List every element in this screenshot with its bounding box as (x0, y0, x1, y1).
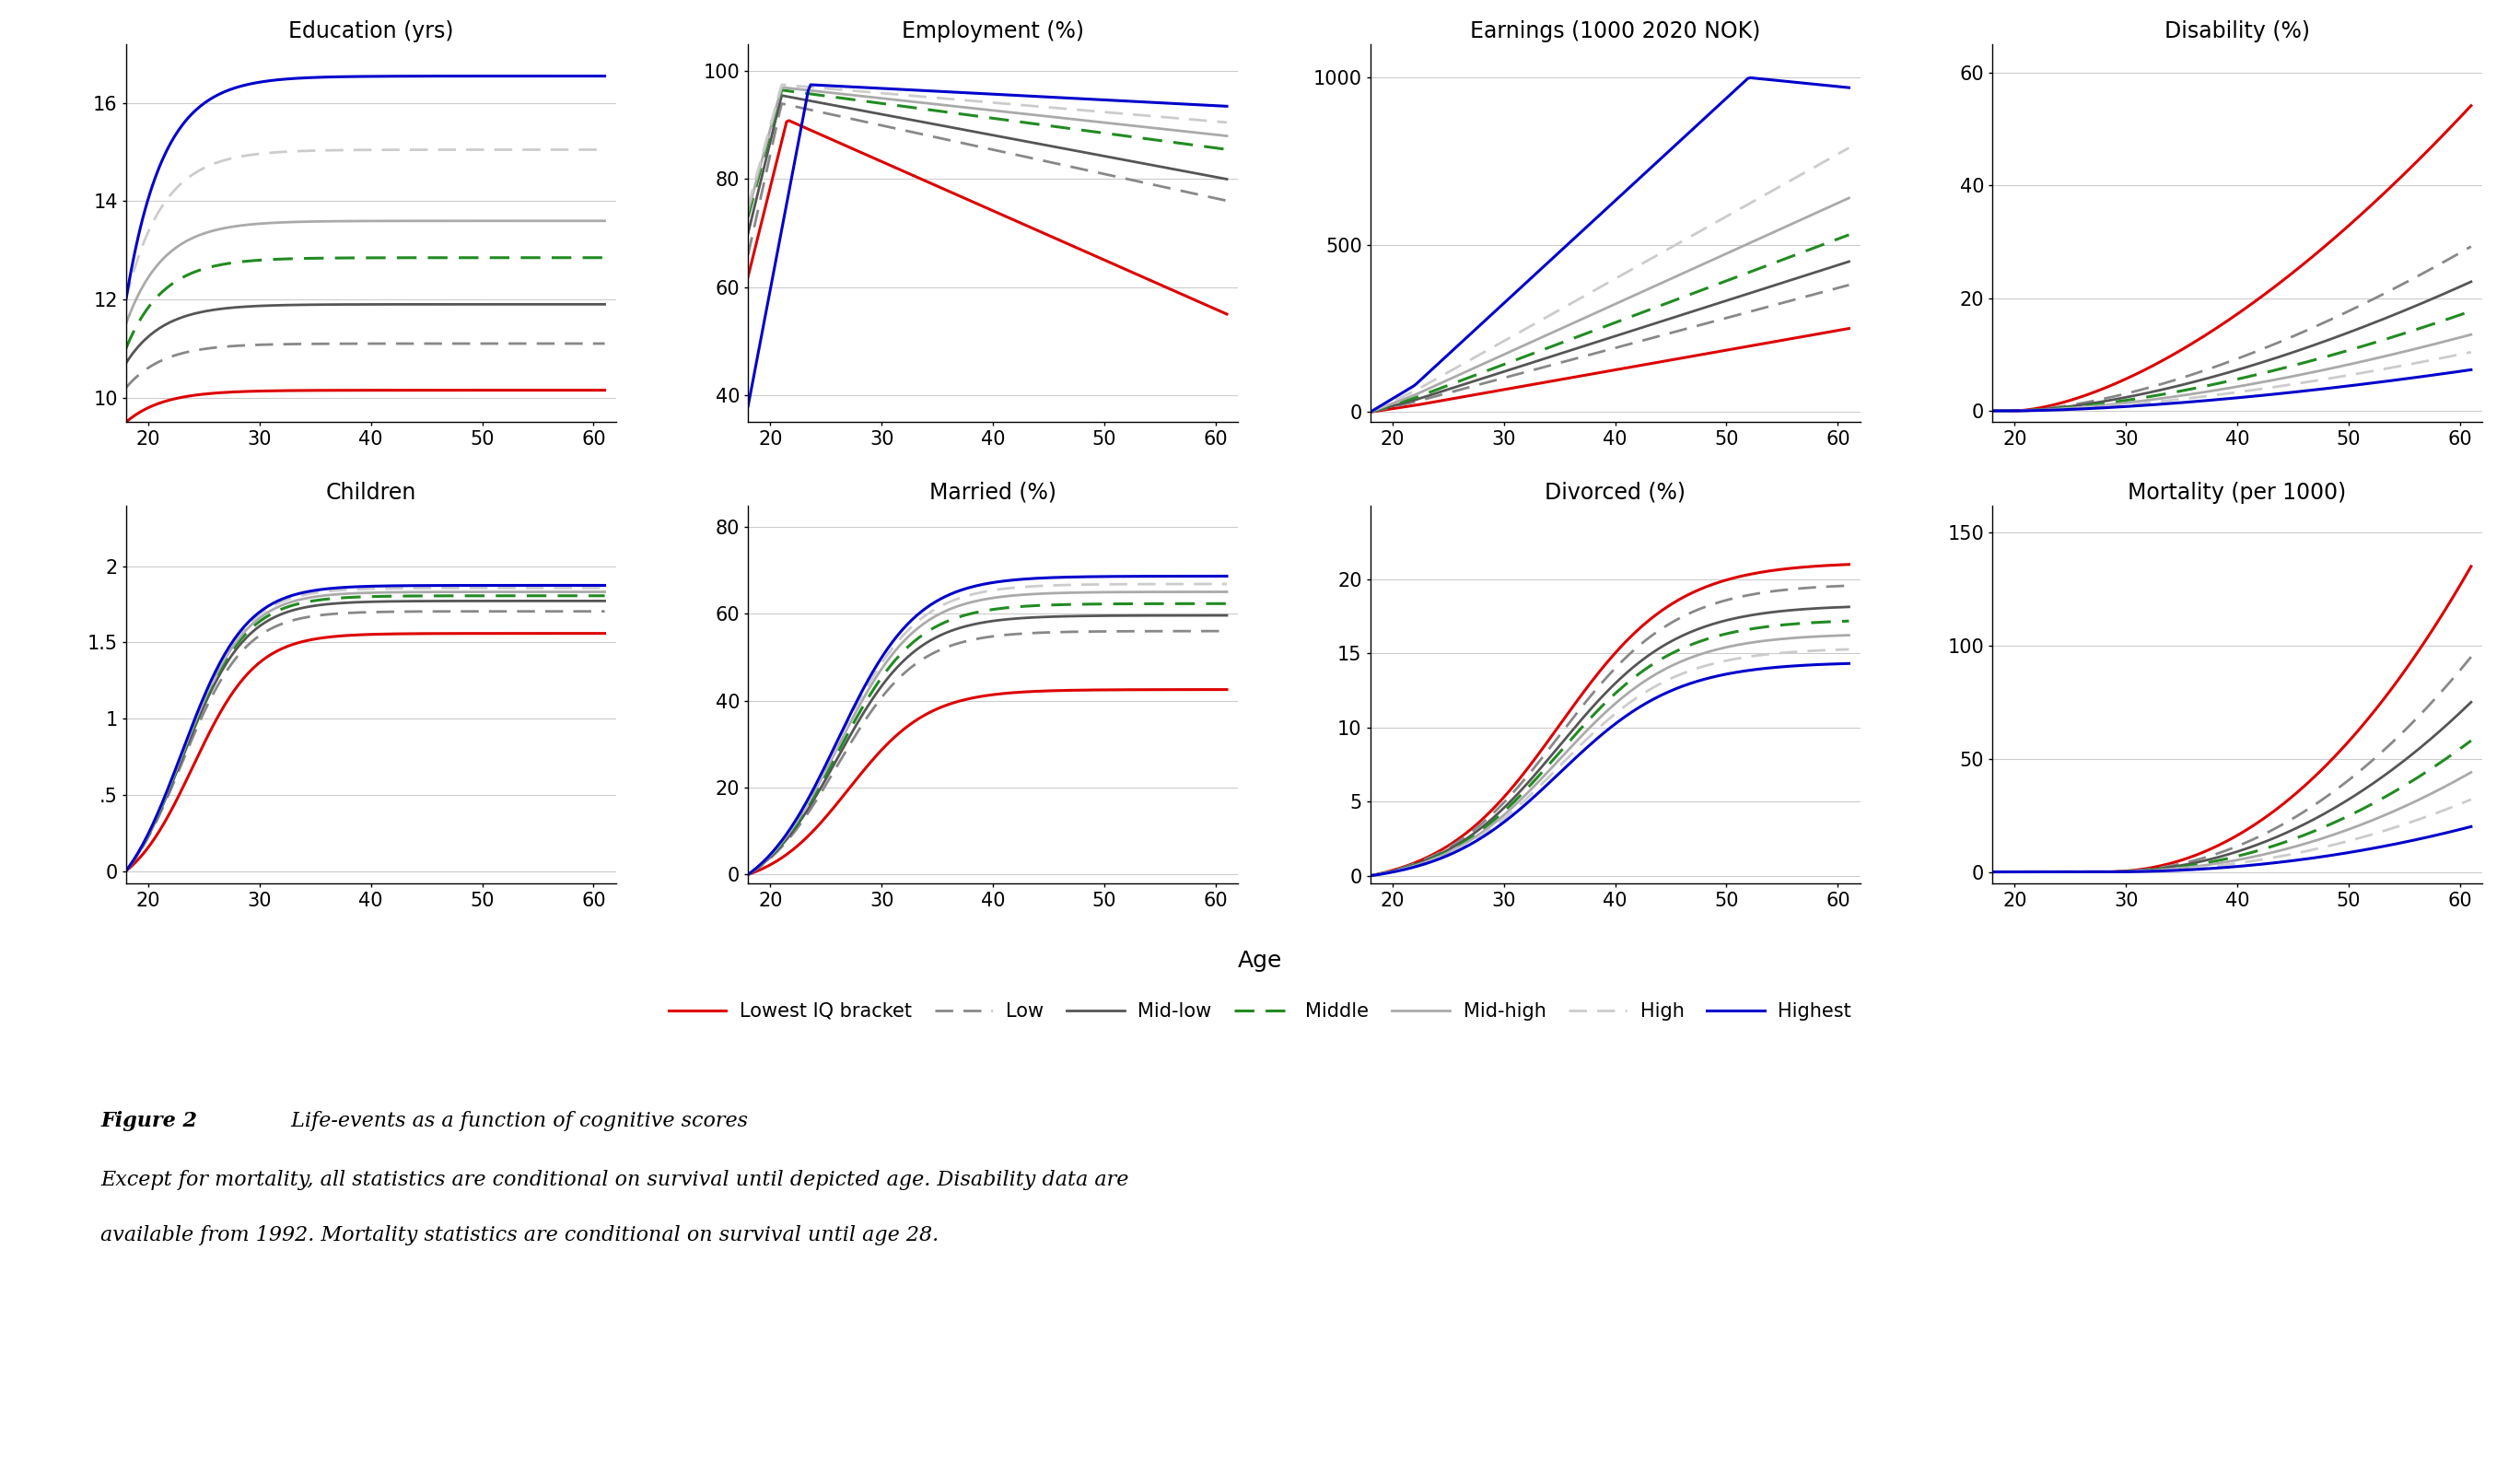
Title: Earnings (1000 2020 NOK): Earnings (1000 2020 NOK) (1469, 21, 1761, 43)
Title: Children: Children (325, 481, 416, 503)
Text: Figure 2: Figure 2 (101, 1111, 197, 1132)
Title: Divorced (%): Divorced (%) (1545, 481, 1686, 503)
Title: Married (%): Married (%) (930, 481, 1056, 503)
Text: available from 1992. Mortality statistics are conditional on survival until age : available from 1992. Mortality statistic… (101, 1225, 940, 1245)
Title: Mortality (per 1000): Mortality (per 1000) (2127, 481, 2346, 503)
Text: Except for mortality, all statistics are conditional on survival until depicted : Except for mortality, all statistics are… (101, 1170, 1129, 1191)
Text: Age: Age (1237, 949, 1283, 972)
Title: Education (yrs): Education (yrs) (287, 21, 454, 43)
Text: Life-events as a function of cognitive scores: Life-events as a function of cognitive s… (285, 1111, 748, 1132)
Title: Employment (%): Employment (%) (902, 21, 1084, 43)
Title: Disability (%): Disability (%) (2165, 21, 2311, 43)
Legend: Lowest IQ bracket, Low, Mid-low, Middle, Mid-high, High, Highest: Lowest IQ bracket, Low, Mid-low, Middle,… (660, 995, 1860, 1027)
